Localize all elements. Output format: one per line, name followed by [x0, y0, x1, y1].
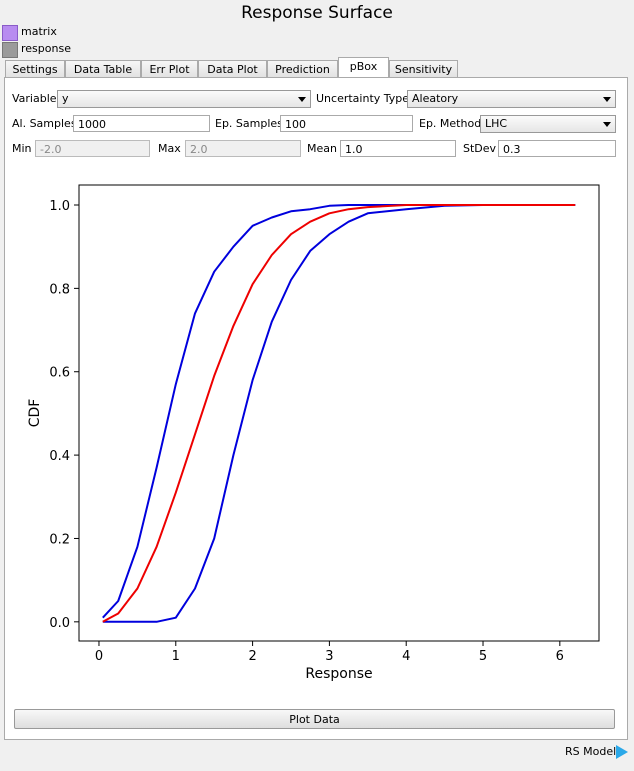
status-label: RS Model: [565, 745, 617, 758]
tab[interactable]: Err Plot: [141, 60, 198, 77]
x-tick-label: 5: [479, 649, 487, 664]
cdf-line: [102, 204, 576, 623]
field-label: Al. Samples: [12, 117, 77, 130]
plot-frame: [78, 184, 600, 642]
dropdown[interactable]: y: [57, 90, 311, 108]
tab[interactable]: Data Table: [65, 60, 141, 77]
status-icon[interactable]: [616, 745, 628, 759]
x-axis-label: Response: [305, 666, 372, 682]
field-label: Max: [158, 142, 181, 155]
port-label: matrix: [21, 25, 57, 38]
port-label: response: [21, 42, 71, 55]
x-tick-label: 6: [556, 649, 564, 664]
x-tick-label: 1: [172, 649, 180, 664]
dropdown[interactable]: LHC: [480, 115, 616, 133]
chart: Response CDF 0 1 2 3 4 5 6 0.0 0.2 0.4 0.6 0.8 1.0: [27, 184, 600, 682]
tab[interactable]: Prediction: [267, 60, 338, 77]
y-tick-label: 0.4: [49, 449, 70, 464]
port-icon[interactable]: [2, 25, 18, 41]
y-tick-label: 0.2: [49, 532, 70, 547]
field-label: Min: [12, 142, 32, 155]
x-tick-label: 4: [402, 649, 410, 664]
text-input: 2.0: [185, 140, 301, 157]
y-tick-label: 0.8: [49, 282, 70, 297]
x-tick-label: 0: [95, 649, 103, 664]
y-tick-label: 0.0: [49, 616, 70, 631]
text-input[interactable]: 1.0: [340, 140, 456, 157]
y-axis-label: CDF: [27, 399, 43, 428]
text-input[interactable]: 100: [280, 115, 413, 132]
x-tick-label: 3: [325, 649, 333, 664]
x-tick-label: 2: [248, 649, 256, 664]
field-label: Ep. Method: [419, 117, 482, 130]
plot-data-button[interactable]: Plot Data: [14, 709, 615, 729]
text-input[interactable]: 0.3: [498, 140, 616, 157]
field-label: Variable: [12, 92, 57, 105]
field-label: Uncertainty Type: [316, 92, 410, 105]
y-tick-label: 0.6: [49, 366, 70, 381]
tab[interactable]: pBox: [338, 57, 389, 78]
tab[interactable]: Sensitivity: [389, 60, 458, 77]
port-icon[interactable]: [2, 42, 18, 58]
dropdown[interactable]: Aleatory: [407, 90, 616, 108]
y-tick-label: 1.0: [49, 199, 70, 214]
text-input[interactable]: 1000: [73, 115, 210, 132]
tab[interactable]: Settings: [5, 60, 65, 77]
field-label: Ep. Samples: [215, 117, 283, 130]
text-input: -2.0: [35, 140, 150, 157]
field-label: StDev: [463, 142, 497, 155]
window-title: Response Surface: [241, 3, 393, 23]
cdf-line: [102, 204, 576, 623]
tab[interactable]: Data Plot: [198, 60, 267, 77]
field-label: Mean: [307, 142, 337, 155]
